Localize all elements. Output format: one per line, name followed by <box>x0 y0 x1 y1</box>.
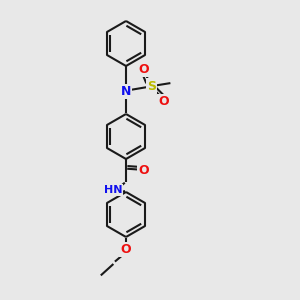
Text: O: O <box>139 63 149 76</box>
Text: S: S <box>147 80 156 93</box>
Text: HN: HN <box>104 185 122 195</box>
Text: O: O <box>121 243 131 256</box>
Text: N: N <box>121 85 131 98</box>
Text: O: O <box>139 164 149 177</box>
Text: O: O <box>158 95 169 108</box>
